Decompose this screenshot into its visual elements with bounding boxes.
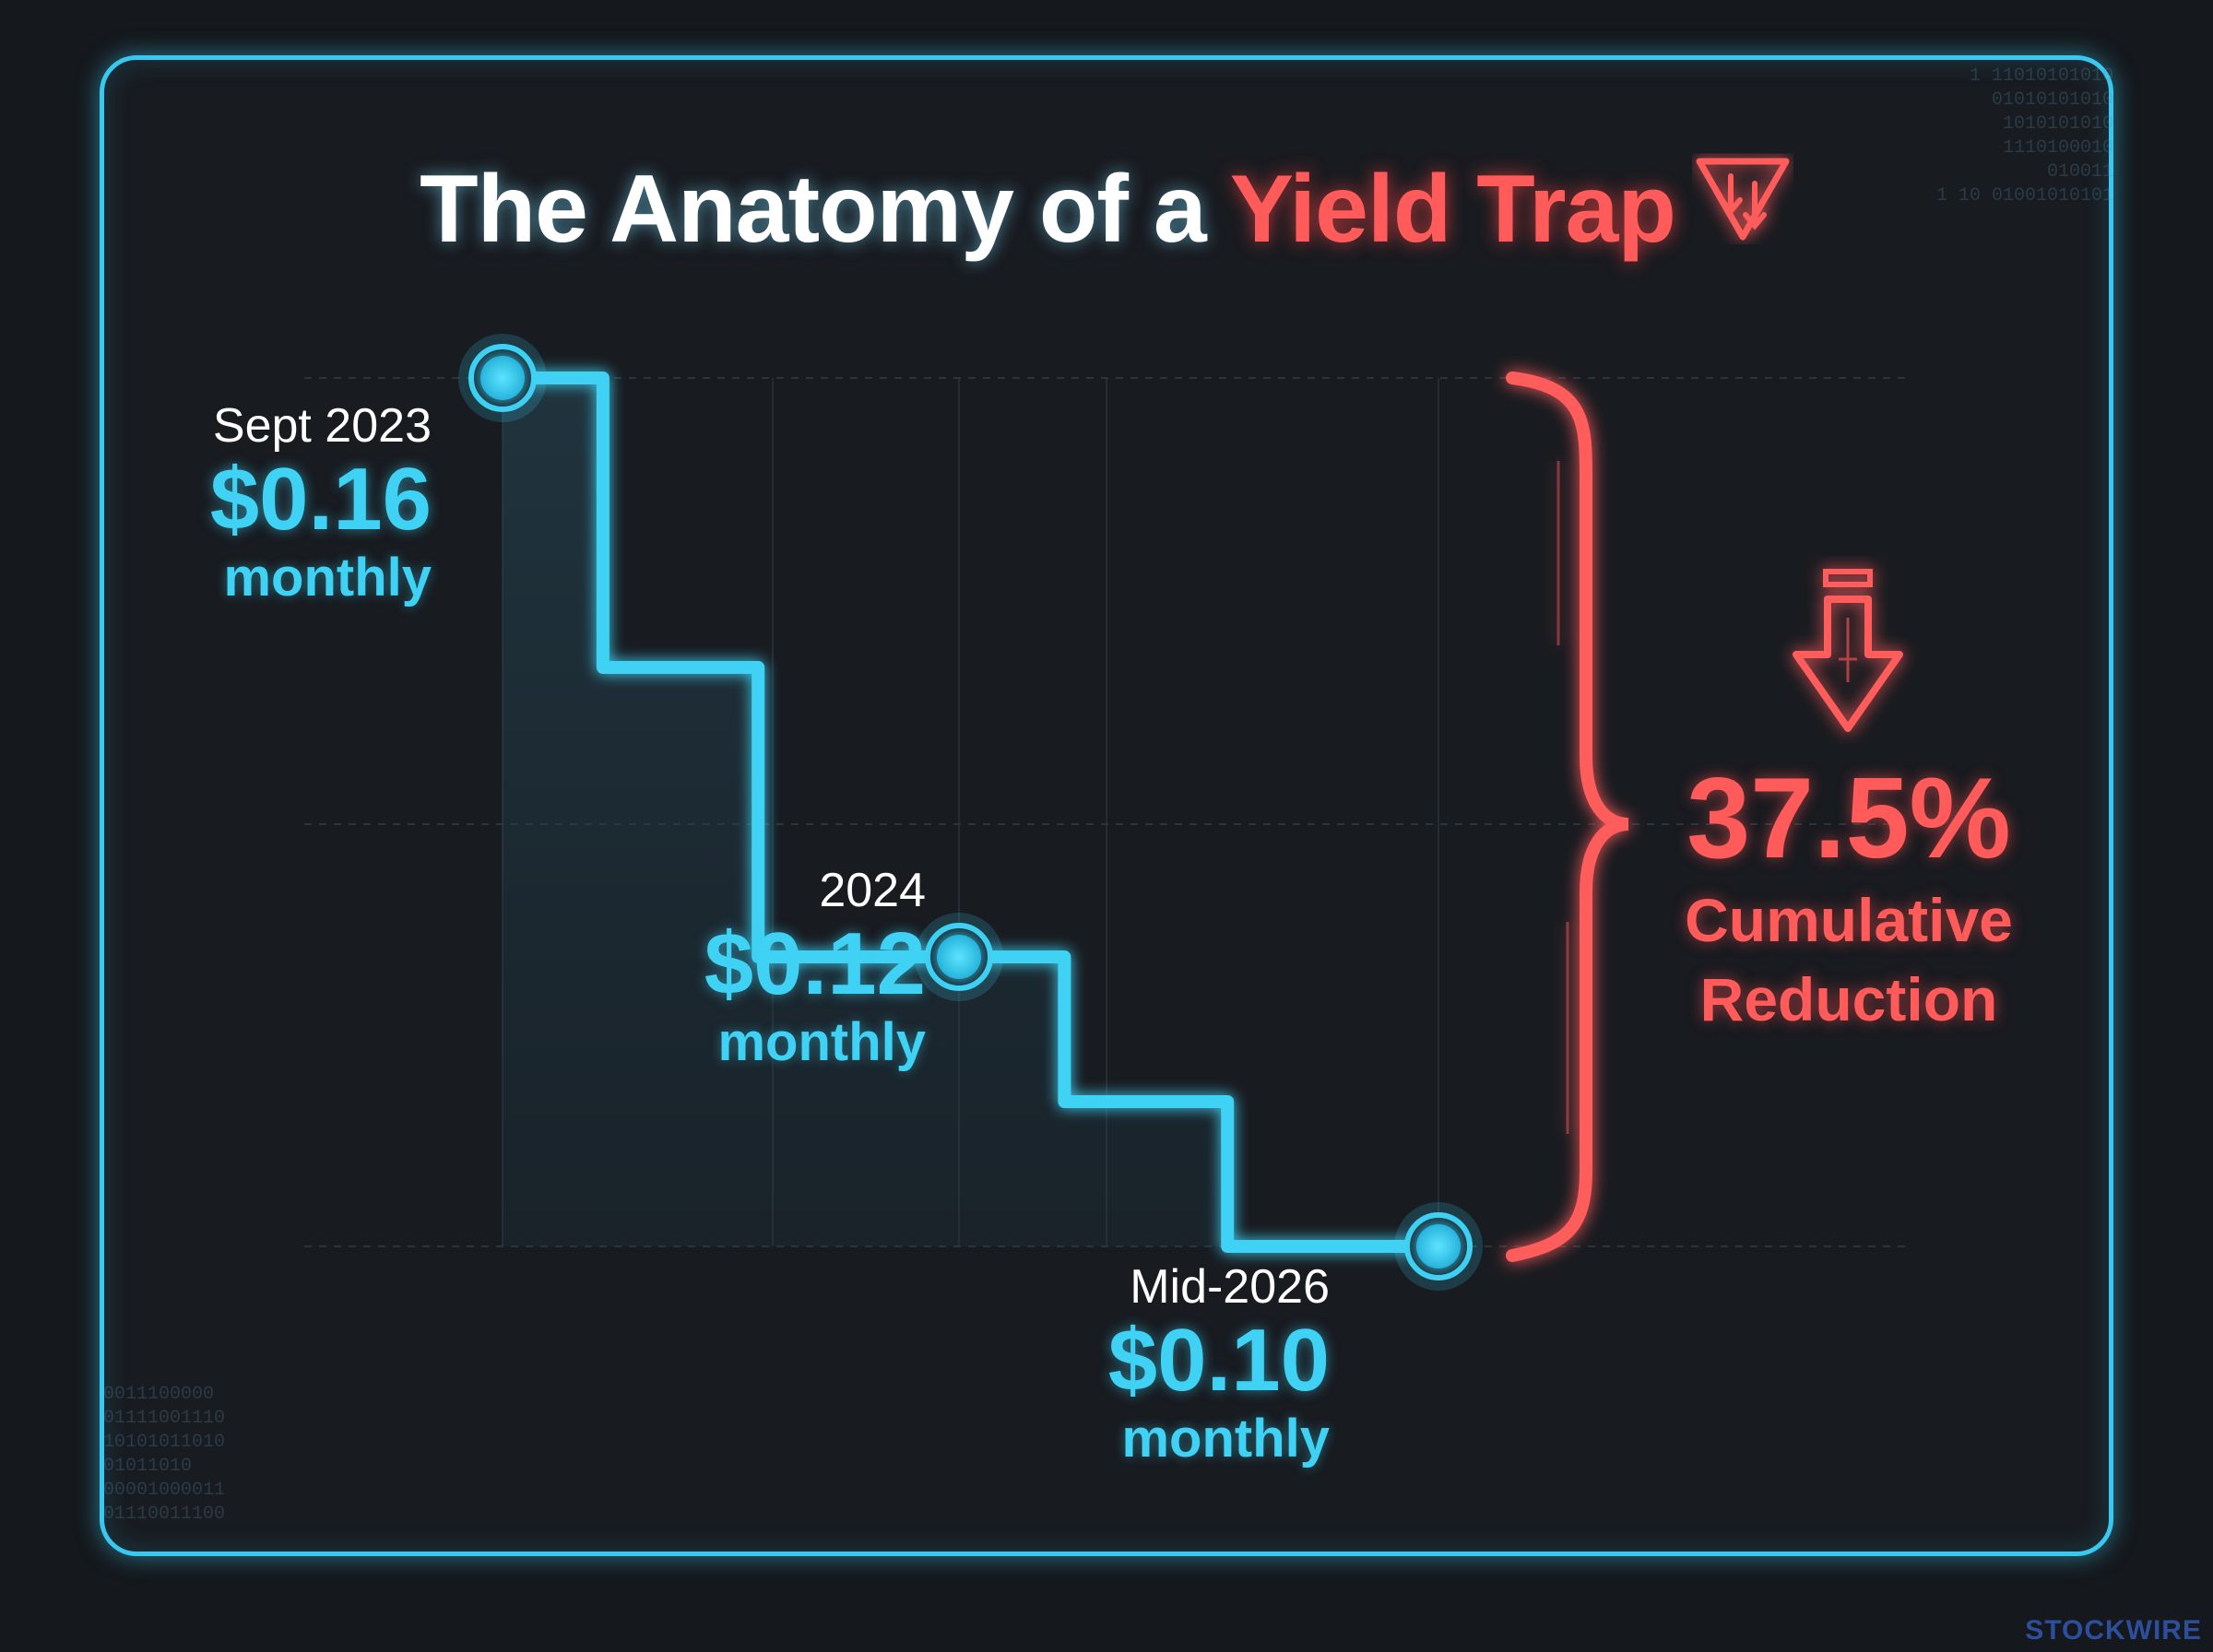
reduction-brace (1506, 372, 1629, 1262)
point-value: $0.10 (1107, 1311, 1330, 1410)
data-point-3 (1416, 1224, 1461, 1268)
reduction-annotation: 37.5% Cumulative Reduction (1641, 756, 2056, 1040)
data-points (458, 334, 1483, 1291)
reduction-percent: 37.5% (1686, 755, 2011, 882)
point-value: $0.12 (704, 914, 926, 1013)
reduction-label-line1: Cumulative (1685, 886, 2013, 955)
point-label-3: Mid-2026 $0.10 monthly (1108, 1259, 1330, 1469)
area-fill (503, 378, 1438, 1246)
point-date: 2024 (819, 864, 926, 917)
point-value: $0.16 (209, 450, 432, 549)
point-label-1: Sept 2023 $0.16 monthly (210, 398, 432, 608)
down-arrow-icon (1793, 569, 1903, 732)
title-prefix: The Anatomy of a (420, 156, 1230, 263)
point-unit: monthly (1121, 1408, 1330, 1469)
trap-down-arrows-icon (1692, 152, 1793, 267)
data-point-1 (480, 356, 525, 400)
point-date: Mid-2026 (1130, 1260, 1330, 1314)
reduction-label-line2: Reduction (1699, 965, 1998, 1034)
background-binary-texture-2: 1 11010101010 01010101010 1010101010 111… (1936, 65, 2114, 206)
point-date: Sept 2023 (212, 399, 432, 453)
point-unit: monthly (717, 1011, 926, 1072)
point-label-2: 2024 $0.12 monthly (704, 863, 926, 1073)
page-title: The Anatomy of a Yield Trap (0, 155, 2213, 267)
watermark: STOCKWIRE (2025, 1615, 2202, 1646)
point-unit: monthly (223, 547, 432, 608)
title-highlight: Yield Trap (1229, 156, 1676, 263)
data-point-2 (937, 935, 981, 979)
background-binary-texture: 0011100000 01111001110 10101011010 01011… (103, 1384, 226, 1525)
